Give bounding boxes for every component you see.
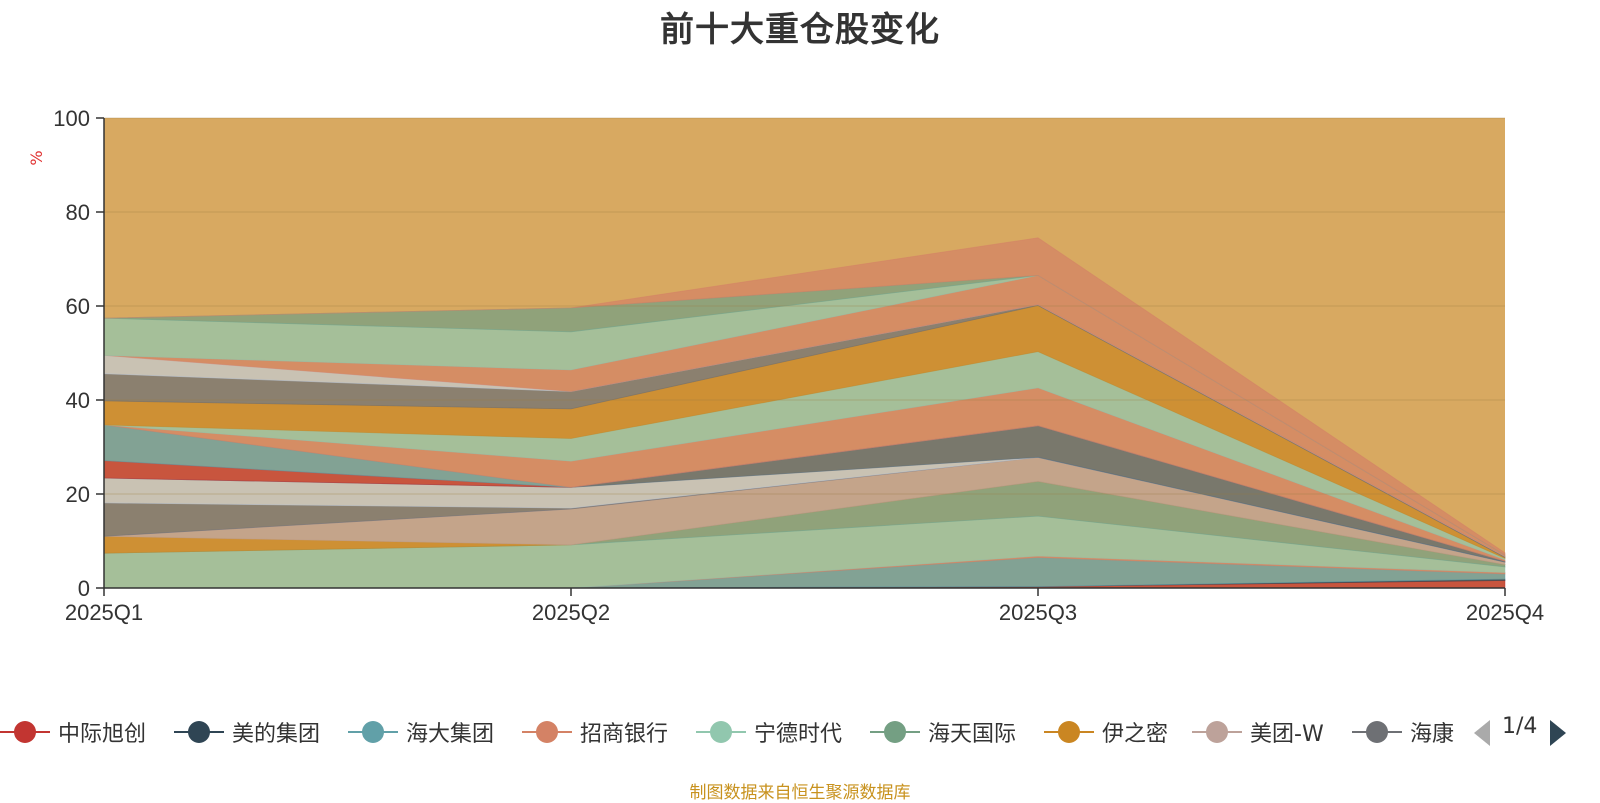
legend-item-label: 海康 xyxy=(1410,722,1455,747)
legend-marker-icon xyxy=(174,721,224,743)
legend-marker-icon xyxy=(870,721,920,743)
legend-item-label: 美团-W xyxy=(1250,722,1324,747)
y-tick-label-40: 40 xyxy=(66,388,90,413)
legend-marker-icon xyxy=(1352,721,1402,743)
stacked-areas xyxy=(103,118,1506,589)
legend-item[interactable]: 中际旭创 xyxy=(0,712,146,752)
x-tick-label-2025Q1: 2025Q1 xyxy=(65,600,143,625)
legend-item-label: 美的集团 xyxy=(232,722,321,747)
legend: 中际旭创 美的集团 海大集团 招商银行 宁德时代 海天国际 伊之密 美团-W 海康 xyxy=(0,712,1600,752)
y-tick-label-100: 100 xyxy=(53,106,90,131)
y-tick-label-20: 20 xyxy=(66,482,90,507)
x-tick-label-2025Q2: 2025Q2 xyxy=(532,600,610,625)
x-tick-label-2025Q4: 2025Q4 xyxy=(1466,600,1544,625)
y-axis-label: % xyxy=(27,150,46,165)
legend-item[interactable]: 海大集团 xyxy=(348,712,494,752)
legend-item-label: 伊之密 xyxy=(1102,722,1169,747)
legend-marker-icon xyxy=(0,721,50,743)
footer-note: 制图数据来自恒生聚源数据库 xyxy=(689,783,911,803)
legend-item[interactable]: 伊之密 xyxy=(1044,712,1168,752)
y-tick-label-80: 80 xyxy=(66,200,90,225)
legend-item-label: 招商银行 xyxy=(580,722,669,747)
legend-item-label: 宁德时代 xyxy=(754,722,843,747)
legend-page-indicator: 1/4 xyxy=(1502,714,1538,739)
chart-title: 前十大重仓股变化 xyxy=(660,10,940,50)
area-series-22 xyxy=(103,237,1506,556)
legend-item[interactable]: 宁德时代 xyxy=(696,712,842,752)
triangle-left-icon[interactable] xyxy=(1472,718,1492,748)
x-tick-label-2025Q3: 2025Q3 xyxy=(999,600,1077,625)
legend-marker-icon xyxy=(1044,721,1094,743)
legend-marker-icon xyxy=(522,721,572,743)
legend-marker-icon xyxy=(696,721,746,743)
legend-item[interactable]: 美的集团 xyxy=(174,712,320,752)
legend-item-label: 海大集团 xyxy=(406,722,495,747)
axes: 0 20 40 60 80 100 2025Q1 2025Q2 2025Q3 2025Q4% xyxy=(27,106,1544,625)
triangle-right-icon[interactable] xyxy=(1548,718,1568,748)
legend-marker-icon xyxy=(348,721,398,743)
legend-item[interactable]: 海康 xyxy=(1352,712,1454,752)
y-tick-label-60: 60 xyxy=(66,294,90,319)
legend-item-label: 海天国际 xyxy=(928,722,1017,747)
legend-item[interactable]: 招商银行 xyxy=(522,712,668,752)
y-tick-label-0: 0 xyxy=(78,576,90,601)
grid-lines xyxy=(104,117,1505,495)
legend-item[interactable]: 美团-W xyxy=(1192,712,1324,752)
chart-plot: 0 20 40 60 80 100 2025Q1 2025Q2 2025Q3 2025Q4% xyxy=(27,106,1544,625)
legend-item-label: 中际旭创 xyxy=(58,722,147,747)
legend-marker-icon xyxy=(1192,721,1242,743)
legend-item[interactable]: 海天国际 xyxy=(870,712,1016,752)
